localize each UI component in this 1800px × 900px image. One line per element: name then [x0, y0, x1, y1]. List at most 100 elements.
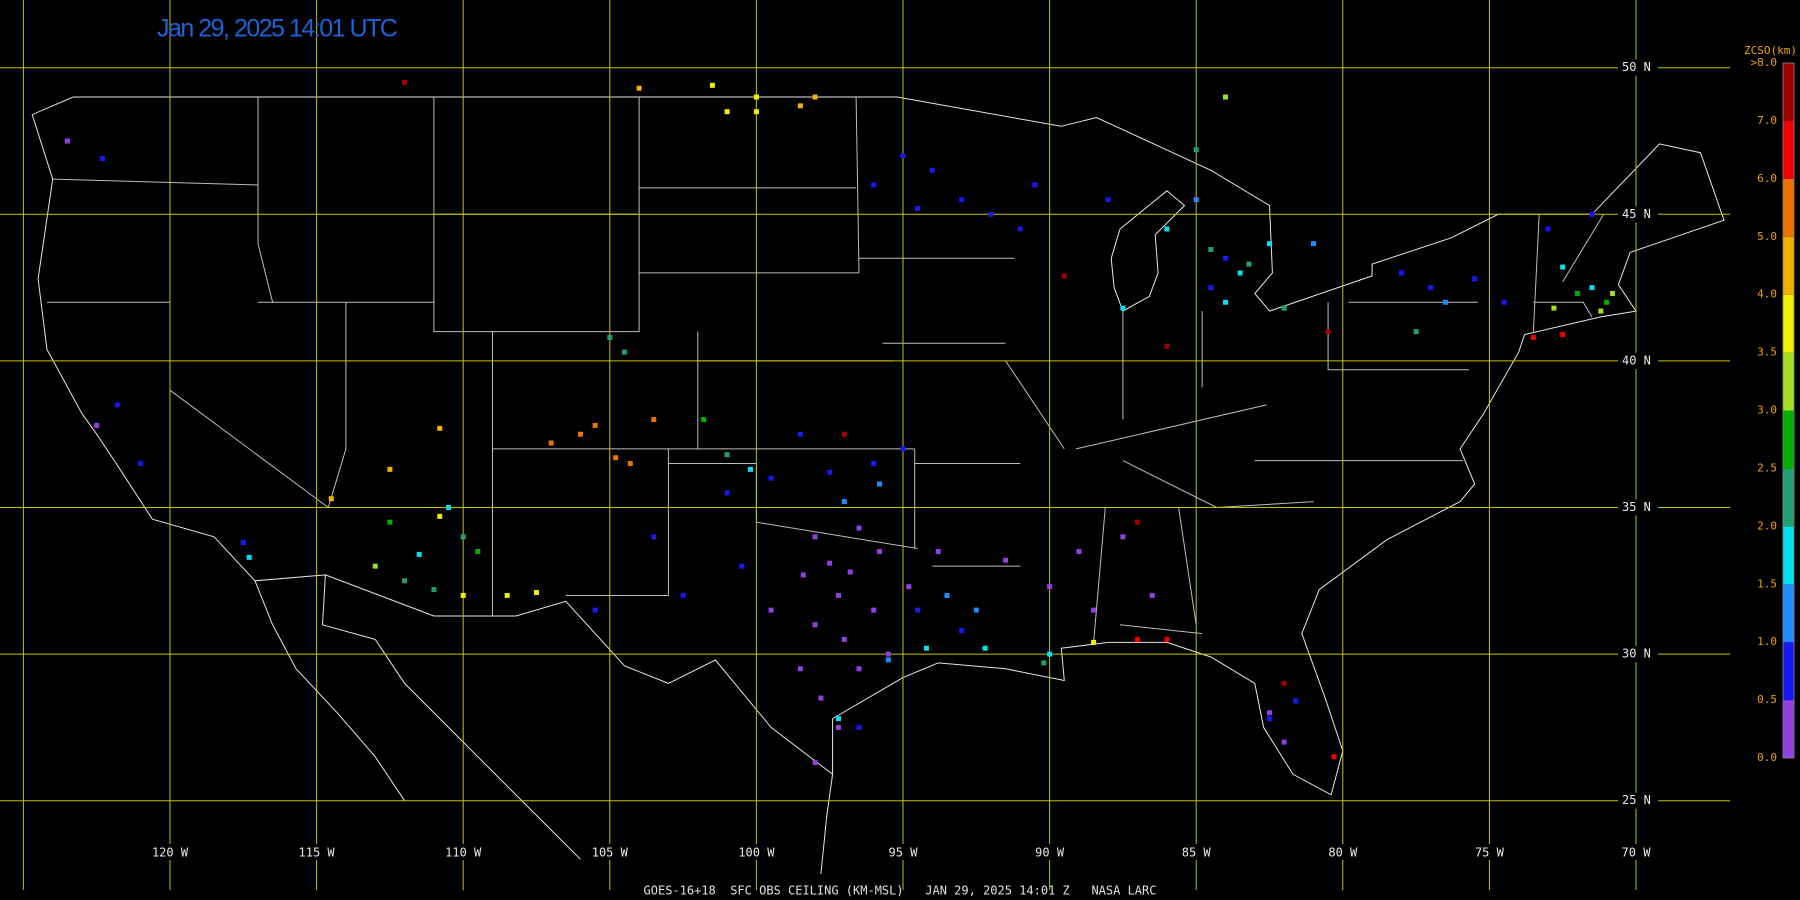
lat-label: 50 N	[1622, 60, 1651, 74]
station	[988, 211, 994, 217]
station	[1413, 329, 1419, 335]
station	[959, 628, 965, 634]
station	[818, 695, 824, 701]
station	[1589, 285, 1595, 291]
station	[1472, 276, 1478, 282]
state-border	[1327, 302, 1469, 371]
state-border	[52, 178, 259, 186]
label-bg	[1467, 844, 1512, 860]
label-bg	[1618, 59, 1658, 76]
station	[1610, 290, 1616, 296]
station	[929, 167, 935, 173]
label-bg	[734, 844, 779, 860]
label-bg	[1618, 792, 1658, 809]
legend-swatch	[1783, 526, 1794, 585]
legend-swatch	[1783, 642, 1794, 701]
station	[1135, 519, 1141, 525]
label-bg	[881, 844, 925, 860]
legend-swatch	[1783, 700, 1794, 758]
station	[651, 417, 657, 423]
station	[138, 461, 144, 467]
station	[592, 422, 598, 428]
station	[900, 153, 906, 159]
station	[724, 452, 730, 458]
station	[753, 94, 759, 100]
station	[1208, 246, 1214, 252]
station	[877, 481, 883, 487]
station	[1604, 299, 1610, 305]
legend: ZCSO(km) 0.0 0.5 1.0 1.5 2.0 2.5 3.0 3.5 4.0 5.0 6.…	[1744, 44, 1797, 764]
station	[651, 534, 657, 540]
state-border	[1005, 360, 1065, 450]
station	[1598, 308, 1604, 314]
graticule-labels: 120 W 115 W 110 W 105 W 100 W 95 W 90 W 85 W 80 …	[148, 59, 1658, 860]
station	[1325, 329, 1331, 335]
station	[748, 466, 754, 472]
station	[1120, 534, 1126, 540]
station	[812, 94, 818, 100]
station	[1574, 290, 1580, 296]
station	[1310, 241, 1316, 247]
station	[935, 548, 941, 554]
label-bg	[1174, 844, 1219, 860]
station	[753, 109, 759, 115]
station	[1237, 270, 1243, 276]
station	[841, 499, 847, 505]
station	[835, 724, 841, 730]
station	[1032, 182, 1038, 188]
station	[328, 496, 334, 502]
station	[915, 205, 921, 211]
station	[1193, 197, 1199, 203]
station	[827, 560, 833, 566]
station	[871, 182, 877, 188]
station	[1246, 261, 1252, 267]
station	[797, 431, 803, 437]
label-bg	[1618, 206, 1658, 223]
state-border	[1093, 507, 1106, 643]
station	[1331, 754, 1337, 760]
legend-label: 1.0	[1757, 635, 1777, 648]
station	[1560, 332, 1566, 338]
station	[923, 645, 929, 651]
lon-label: 100 W	[738, 846, 775, 860]
legend-swatch	[1783, 294, 1794, 353]
footer: GOES-16+18 SFC OBS CEILING (KM-MSL) JAN …	[644, 884, 1157, 898]
station	[1428, 285, 1434, 291]
station	[1003, 557, 1009, 563]
station	[1047, 651, 1053, 657]
legend-label: 2.0	[1757, 519, 1777, 532]
legend-title: ZCSO(km)	[1744, 44, 1797, 57]
legend-swatch	[1783, 178, 1794, 237]
lon-label: 115 W	[299, 846, 336, 860]
station	[797, 103, 803, 109]
label-bg	[587, 844, 632, 860]
station	[437, 513, 443, 519]
lon-label: 70 W	[1622, 846, 1652, 860]
station	[1560, 264, 1566, 270]
label-bg	[1618, 352, 1658, 369]
graticule	[0, 0, 1730, 890]
legend-label: 4.0	[1757, 288, 1777, 301]
station	[959, 197, 965, 203]
station	[1398, 270, 1404, 276]
station	[627, 461, 633, 467]
station	[1551, 305, 1557, 311]
station	[841, 636, 847, 642]
lon-label: 90 W	[1035, 846, 1065, 860]
lon-label: 95 W	[889, 846, 919, 860]
station	[613, 455, 619, 461]
lat-label: 25 N	[1622, 793, 1651, 807]
label-bg	[441, 844, 486, 860]
station	[856, 525, 862, 531]
label-bg	[1614, 844, 1658, 860]
stations	[64, 79, 1616, 766]
station	[915, 607, 921, 613]
lon-label: 110 W	[445, 846, 482, 860]
station	[841, 431, 847, 437]
station	[1545, 226, 1551, 232]
lat-label: 35 N	[1622, 500, 1651, 514]
coastline	[820, 774, 834, 875]
station	[1061, 273, 1067, 279]
station	[1501, 299, 1507, 305]
